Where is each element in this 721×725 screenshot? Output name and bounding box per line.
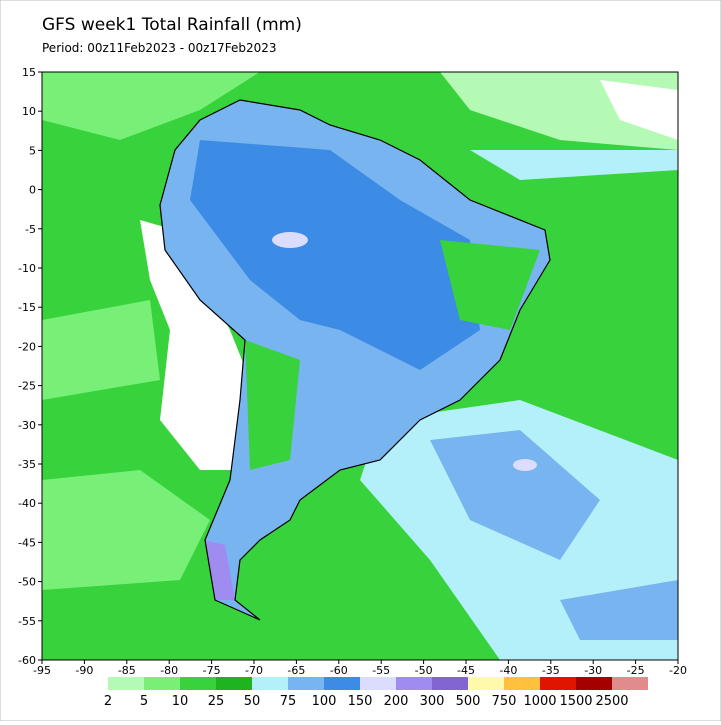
drier-patch: [245, 340, 300, 470]
colorbar-label: 75: [280, 694, 297, 709]
y-tick-label: -45: [18, 536, 36, 549]
wet-area: [560, 580, 678, 640]
colorbar-label: 50: [244, 694, 261, 709]
colorbar-box: [180, 677, 216, 690]
x-tick-label: -45: [457, 664, 475, 677]
light-area: [42, 300, 160, 400]
colorbar-label: 750: [492, 694, 517, 709]
wet-area: [470, 150, 678, 180]
y-tick-label: -5: [25, 223, 36, 236]
colorbar-box: [612, 677, 648, 690]
x-tick-label: -95: [33, 664, 51, 677]
colorbar-label: 150: [348, 694, 373, 709]
y-tick-label: 15: [22, 66, 36, 79]
x-tick-label: -75: [203, 664, 221, 677]
colorbar-label: 10: [172, 694, 189, 709]
colorbar: 2 5 10 25 50 75 100 150 200 300 500 750 1000 1500 2500: [104, 677, 648, 709]
y-tick-label: -50: [18, 576, 36, 589]
colorbar-label: 5: [140, 694, 148, 709]
y-tick-label: 5: [29, 144, 36, 157]
x-tick-label: -55: [372, 664, 390, 677]
light-area: [42, 72, 260, 140]
x-tick-label: -40: [499, 664, 517, 677]
y-tick-label: -30: [18, 419, 36, 432]
colorbar-box: [576, 677, 612, 690]
colorbar-box: [468, 677, 504, 690]
y-tick-label: -20: [18, 340, 36, 353]
light-area: [42, 470, 210, 590]
dry-area: [600, 80, 678, 140]
x-tick-label: -65: [287, 664, 305, 677]
y-tick-label: -15: [18, 301, 36, 314]
title: GFS week1 Total Rainfall (mm): [42, 15, 302, 35]
colorbar-box: [360, 677, 396, 690]
colorbar-box: [432, 677, 468, 690]
y-tick-label: 0: [29, 184, 36, 197]
x-tick-label: -50: [415, 664, 433, 677]
colorbar-box: [252, 677, 288, 690]
y-tick-label: -35: [18, 458, 36, 471]
dry-area: [140, 220, 250, 470]
rainfall-field: [42, 72, 678, 660]
colorbar-box: [108, 677, 144, 690]
x-tick-label: -85: [118, 664, 136, 677]
colorbar-box: [324, 677, 360, 690]
x-tick-label: -90: [75, 664, 93, 677]
colorbar-box: [216, 677, 252, 690]
x-tick-label: -30: [584, 664, 602, 677]
y-tick-label: 10: [22, 105, 36, 118]
subtitle: Period: 00z11Feb2023 - 00z17Feb2023: [42, 41, 276, 55]
colorbar-label: 500: [456, 694, 481, 709]
colorbar-box: [144, 677, 180, 690]
coastline: [159, 99, 551, 621]
colorbar-label: 2500: [595, 694, 628, 709]
y-tick-label: -40: [18, 497, 36, 510]
colorbar-label: 1000: [523, 694, 556, 709]
colorbar-label: 25: [208, 694, 225, 709]
y-tick-label: -60: [18, 654, 36, 667]
x-tick-label: -70: [245, 664, 263, 677]
heavy-rain: [190, 140, 480, 370]
colorbar-label: 300: [420, 694, 445, 709]
x-tick-label: -25: [627, 664, 645, 677]
colorbar-label: 100: [312, 694, 337, 709]
colorbar-box: [288, 677, 324, 690]
wet-area: [430, 430, 600, 560]
x-tick-label: -35: [542, 664, 560, 677]
colorbar-box: [396, 677, 432, 690]
peak: [513, 459, 537, 471]
drier-patch: [440, 240, 540, 330]
x-tick-label: -60: [330, 664, 348, 677]
y-tick-label: -55: [18, 615, 36, 628]
colorbar-box: [504, 677, 540, 690]
y-tick-label: -10: [18, 262, 36, 275]
colorbar-label: 1500: [559, 694, 592, 709]
colorbar-label: 2: [104, 694, 112, 709]
colorbar-box: [540, 677, 576, 690]
peak: [272, 232, 308, 248]
axes: -95 -90 -85 -80 -75 -70 -65 -60 -55 -50 -45 -40 -35-…: [18, 66, 687, 677]
x-tick-label: -80: [160, 664, 178, 677]
map-border: [41, 71, 679, 661]
x-tick-label: -20: [669, 664, 687, 677]
y-tick-label: -25: [18, 380, 36, 393]
colorbar-label: 200: [384, 694, 409, 709]
